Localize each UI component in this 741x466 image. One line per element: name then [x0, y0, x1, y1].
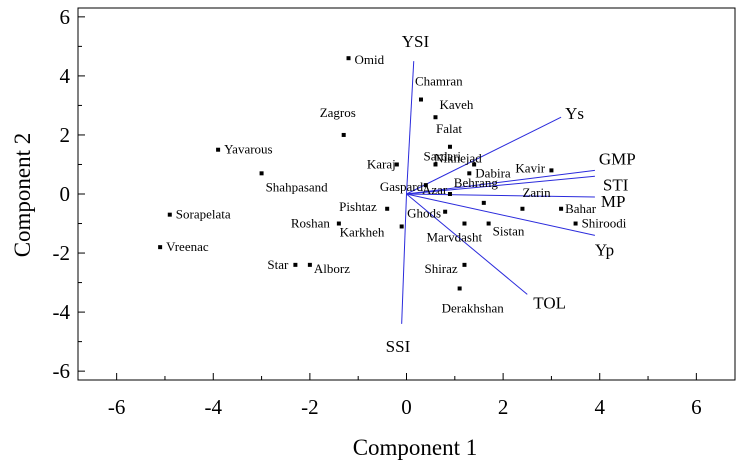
point-vreenac	[158, 245, 163, 250]
point-label-sorapelata: Sorapelata	[176, 207, 231, 222]
point-sardari	[433, 162, 438, 167]
x-axis-title: Component 1	[353, 435, 478, 460]
point-pishtaz	[385, 206, 390, 211]
point-label-derakhshan: Derakhshan	[442, 300, 505, 315]
vector-label-ys: Ys	[565, 104, 584, 123]
x-tick-label: -4	[205, 395, 223, 419]
vector-label-yp: Yp	[595, 240, 614, 259]
vector-label-ysi: YSI	[402, 32, 430, 51]
point-sorapelata	[167, 212, 172, 217]
point-kaveh	[433, 115, 438, 120]
point-bahar	[559, 206, 564, 211]
point-yavarous	[216, 147, 221, 152]
point-chamran	[418, 97, 423, 102]
point-label-shiraz: Shiraz	[424, 261, 457, 276]
point-star	[293, 262, 298, 267]
point-label-karaj: Karaj	[367, 156, 396, 171]
point-label-yavarous: Yavarous	[224, 142, 273, 157]
point-label-alborz: Alborz	[314, 261, 350, 276]
point-label-karkheh: Karkheh	[340, 224, 385, 239]
point-label-chamran: Chamran	[415, 74, 463, 89]
point-falat	[447, 144, 452, 149]
vector-label-mp: MP	[601, 192, 626, 211]
point-shiraz	[462, 262, 467, 267]
y-tick-label: 2	[60, 123, 71, 147]
point-sistan	[486, 221, 491, 226]
point-label-ghods: Ghods	[407, 206, 441, 221]
point-azar	[447, 192, 452, 196]
point-shiroodi	[573, 221, 578, 226]
loading-vector-ssi	[401, 193, 407, 324]
y-tick-label: -6	[53, 359, 71, 383]
y-tick-label: 6	[60, 5, 71, 29]
point-label-kaveh: Kaveh	[439, 97, 473, 112]
point-karkheh	[399, 224, 404, 229]
point-niknejad	[472, 162, 477, 167]
vector-label-ssi: SSI	[386, 337, 411, 356]
point-label-kavir: Kavir	[515, 160, 545, 175]
point-shahpasand	[259, 171, 264, 176]
point-label-vreenac: Vreenac	[166, 239, 209, 254]
loading-vector-mp	[406, 193, 595, 198]
point-label-azar: Azar	[422, 182, 448, 197]
x-tick-label: -6	[108, 395, 126, 419]
x-tick-label: 4	[594, 395, 605, 419]
loading-vector-yp	[406, 193, 596, 236]
point-label-roshan: Roshan	[291, 216, 331, 231]
point-label-omid: Omid	[355, 52, 385, 67]
loading-vector-ys	[406, 116, 562, 195]
y-tick-label: -2	[53, 241, 71, 265]
point-label-sistan: Sistan	[493, 224, 525, 239]
point-label-zarin: Zarin	[522, 185, 551, 200]
point-label-zagros: Zagros	[320, 105, 356, 120]
x-tick-label: 0	[401, 395, 412, 419]
point-label-niknejad: Niknejad	[434, 150, 482, 165]
point-karaj	[394, 162, 399, 167]
point-alborz	[307, 262, 312, 267]
x-tick-label: -2	[301, 395, 319, 419]
vector-label-gmp: GMP	[599, 149, 636, 168]
point-label-behrang: Behrang	[454, 175, 499, 190]
point-label-gaspard: Gaspard	[380, 179, 424, 194]
point-omid	[346, 56, 351, 61]
point-label-dabira: Dabira	[475, 165, 511, 180]
point-roshan	[336, 221, 341, 226]
loading-vector-gmp	[406, 169, 595, 195]
y-axis-title: Component 2	[10, 133, 35, 258]
point-label-star: Star	[267, 257, 289, 272]
point-kavir	[549, 168, 554, 173]
point-label-sardari: Sardari	[423, 148, 461, 163]
point-label-bahar: Bahar	[565, 201, 597, 216]
point-ghods	[443, 209, 448, 214]
point-derakhshan	[457, 286, 462, 291]
point-zagros	[341, 132, 346, 137]
point-marvdasht	[462, 221, 467, 226]
x-tick-label: 6	[691, 395, 702, 419]
loading-vector-ysi	[406, 61, 415, 195]
loading-vector-tol	[406, 193, 528, 295]
loading-vector-sti	[406, 175, 595, 195]
y-tick-label: -4	[53, 300, 71, 324]
point-zarin	[520, 206, 525, 211]
vector-label-tol: TOL	[533, 293, 566, 312]
point-behrang	[481, 200, 486, 205]
point-gaspard	[423, 183, 428, 188]
point-label-shahpasand: Shahpasand	[266, 179, 329, 194]
y-tick-label: 4	[60, 64, 71, 88]
x-tick-label: 2	[498, 395, 509, 419]
point-dabira	[467, 171, 472, 176]
point-label-marvdasht: Marvdasht	[426, 230, 482, 245]
vector-label-sti: STI	[603, 175, 629, 194]
point-label-falat: Falat	[436, 121, 462, 136]
point-label-pishtaz: Pishtaz	[339, 199, 377, 214]
point-label-shiroodi: Shiroodi	[582, 216, 627, 231]
y-tick-label: 0	[60, 182, 71, 206]
